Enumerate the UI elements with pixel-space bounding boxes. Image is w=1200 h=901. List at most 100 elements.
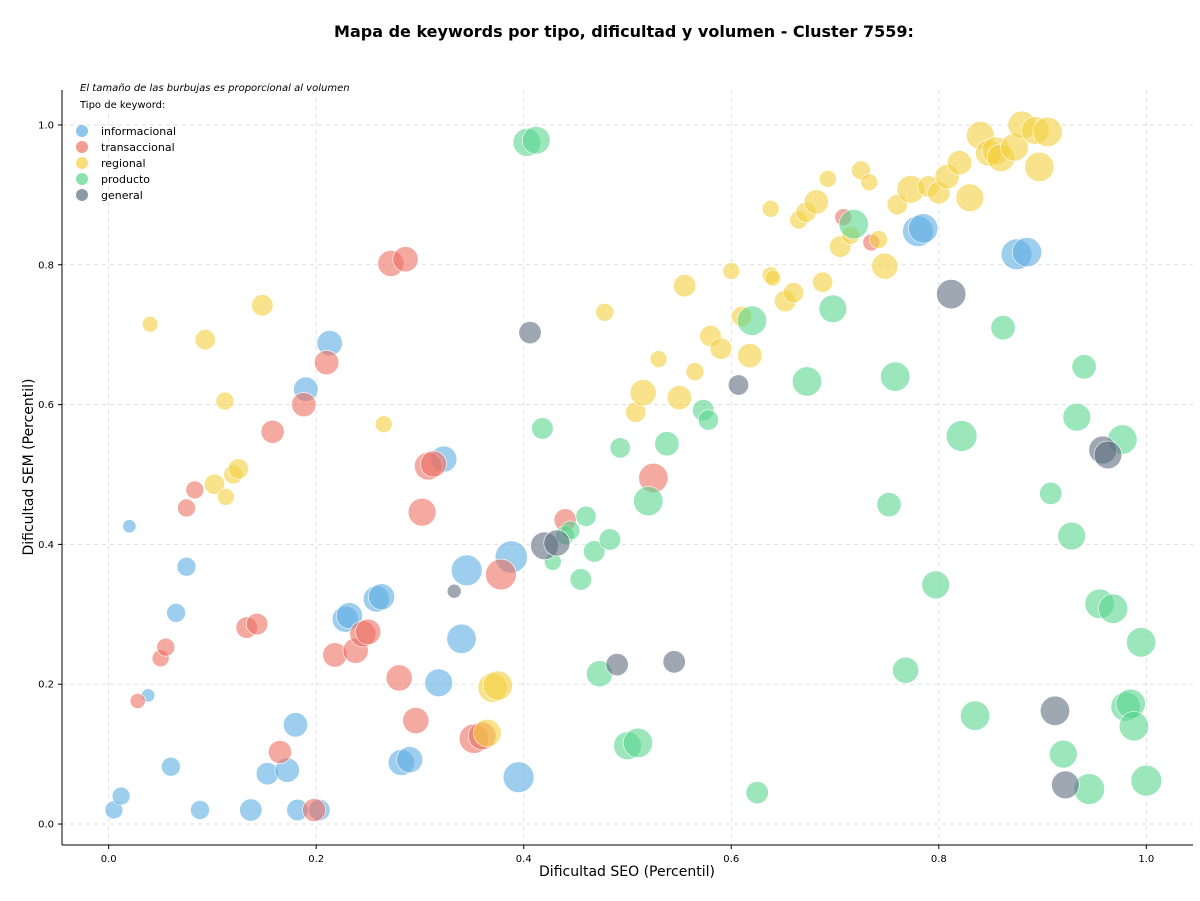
y-tick-label: 0.6 [38, 400, 54, 411]
bubble-regional [673, 274, 697, 298]
bubble-regional [764, 269, 781, 287]
bubble-size-note: El tamaño de las burbujas es proporciona… [80, 83, 350, 94]
bubble-informacional [451, 554, 483, 586]
bubble-informacional [335, 602, 363, 630]
bubble-producto [1126, 627, 1157, 658]
legend-label-general: general [101, 189, 143, 202]
bubble-transaccional [355, 618, 382, 645]
x-tick-label: 0.0 [101, 854, 117, 865]
bubble-producto [1049, 739, 1078, 769]
bubble-transaccional [267, 740, 292, 764]
bubble-regional [869, 230, 888, 249]
bubble-general [446, 583, 462, 599]
bubble-informacional [396, 746, 424, 774]
x-ticks: 0.0 0.2 0.4 0.6 0.8 1.0 [101, 845, 1154, 865]
legend: informacional transaccional regional produc… [76, 125, 176, 202]
x-tick-label: 0.8 [931, 854, 947, 865]
y-tick-label: 0.4 [38, 540, 54, 551]
bubble-producto [1071, 354, 1097, 380]
bubble-general [605, 653, 629, 677]
bubble-regional [473, 718, 502, 748]
legend-title: Tipo de keyword: [79, 100, 165, 111]
x-tick-label: 0.4 [516, 854, 532, 865]
bubble-informacional [368, 583, 396, 611]
bubble-producto [990, 315, 1016, 341]
bubble-transaccional [129, 693, 146, 709]
bubble-regional [482, 670, 513, 701]
bubble-general [662, 650, 686, 674]
bubble-regional [761, 200, 780, 218]
bubble-producto [633, 486, 664, 517]
bubble-regional [860, 173, 879, 192]
bubble-regional [1024, 151, 1055, 182]
bubble-producto [531, 417, 554, 440]
y-tick-label: 0.0 [38, 820, 54, 831]
bubble-informacional [176, 556, 197, 577]
bubble-transaccional [314, 350, 340, 376]
chart-title: Mapa de keywords por tipo, dificultad y … [334, 22, 914, 41]
bubble-informacional [446, 623, 477, 654]
bubble-producto [1039, 481, 1063, 505]
bubble-layer [104, 110, 1163, 822]
bubble-producto [736, 305, 767, 336]
bubble-regional [803, 189, 829, 215]
bubble-transaccional [402, 707, 430, 735]
bubble-regional [722, 262, 741, 280]
bubble-general [1051, 770, 1080, 800]
bubble-regional [818, 170, 837, 188]
y-tick-label: 1.0 [38, 120, 54, 131]
bubble-producto [880, 361, 911, 392]
bubble-producto [892, 656, 920, 684]
bubble-transaccional [407, 498, 437, 527]
bubble-regional [374, 415, 393, 434]
bubble-regional [737, 343, 763, 369]
legend-marker-transaccional [76, 141, 88, 153]
bubble-informacional [111, 786, 131, 806]
bubble-producto [521, 126, 551, 155]
bubble-producto [1098, 593, 1129, 624]
bubble-transaccional [185, 480, 205, 500]
y-ticks: 0.0 0.2 0.4 0.6 0.8 1.0 [38, 120, 62, 831]
bubble-general [936, 279, 967, 310]
bubble-producto [876, 492, 902, 518]
bubble-informacional [282, 712, 308, 738]
bubble-informacional [1011, 237, 1042, 268]
bubble-regional [204, 473, 226, 495]
x-tick-label: 0.6 [723, 854, 739, 865]
x-axis-label: Dificultad SEO (Percentil) [539, 864, 715, 880]
bubble-transaccional [177, 498, 196, 518]
legend-marker-general [76, 189, 88, 201]
y-tick-label: 0.8 [38, 260, 54, 271]
bubble-producto [838, 209, 869, 240]
bubble-producto [1118, 711, 1149, 742]
bubble-regional [194, 329, 216, 351]
bubble-producto [1062, 403, 1092, 432]
bubble-transaccional [385, 664, 413, 692]
bubble-producto [583, 540, 606, 563]
bubble-producto [1130, 764, 1163, 797]
bubble-informacional [239, 798, 263, 822]
bubble-regional [649, 350, 668, 368]
bubble-producto [921, 570, 950, 600]
x-tick-label: 0.2 [308, 854, 324, 865]
bubble-producto [598, 528, 622, 551]
bubble-regional [251, 294, 274, 317]
bubble-producto [1057, 521, 1086, 551]
bubble-regional [666, 385, 692, 411]
legend-label-regional: regional [101, 157, 146, 170]
bubble-regional [629, 379, 657, 407]
grid [62, 90, 1193, 845]
bubble-informacional [166, 603, 186, 623]
bubble-informacional [161, 756, 181, 777]
bubble-producto [745, 781, 769, 805]
bubble-producto [945, 420, 978, 452]
bubble-regional [946, 150, 972, 176]
bubble-general [1093, 440, 1123, 470]
bubble-producto [791, 366, 822, 397]
bubble-informacional [502, 761, 535, 793]
bubble-producto [609, 437, 631, 459]
bubble-producto [622, 727, 653, 758]
bubble-producto [960, 700, 991, 731]
bubble-general [1040, 695, 1071, 726]
